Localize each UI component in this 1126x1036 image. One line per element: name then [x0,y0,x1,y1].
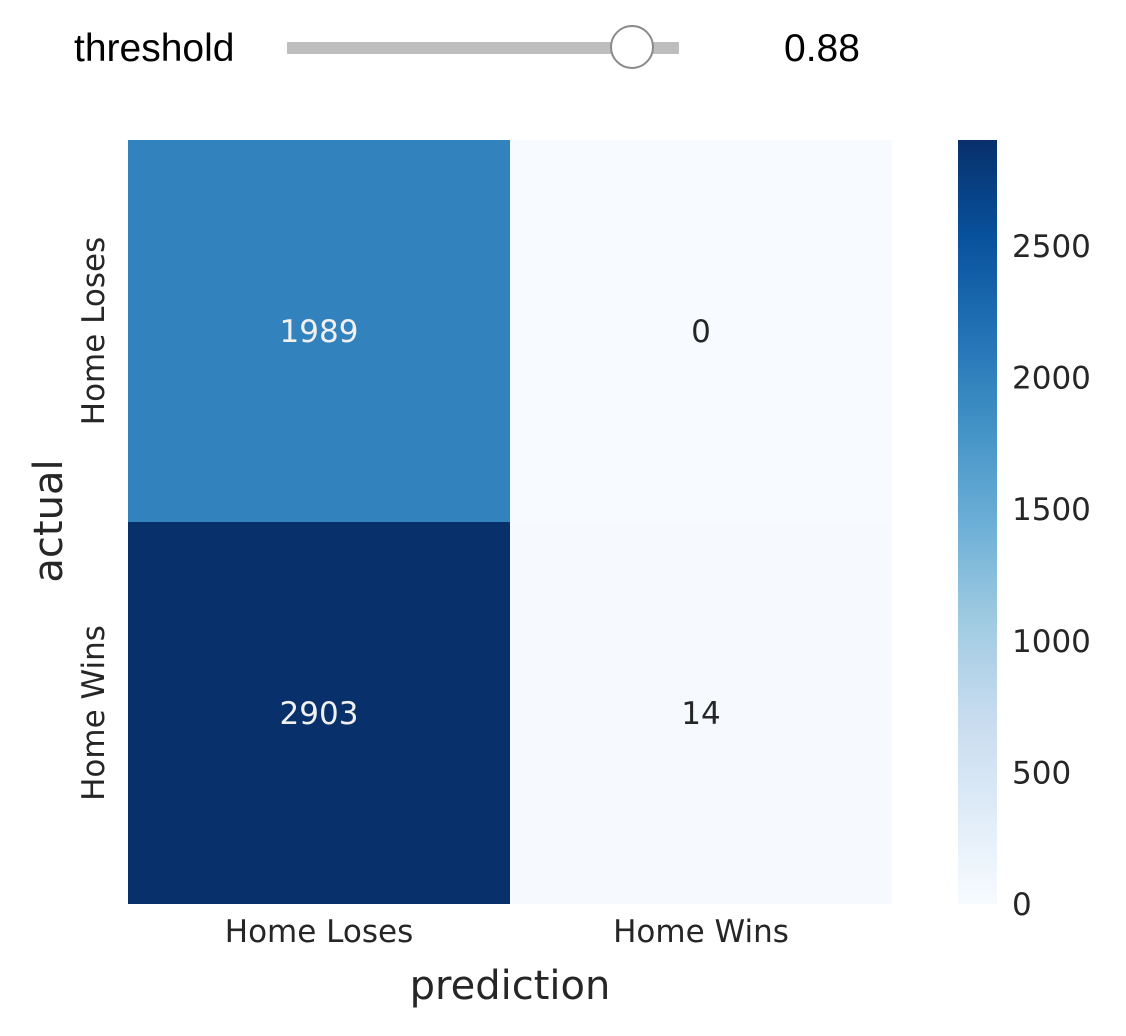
colorbar-tick-label: 500 [1012,755,1071,791]
heatmap-cell-annotation: 0 [691,314,711,350]
heatmap-cell [510,522,892,904]
x-axis-label: prediction [410,963,611,1009]
x-tick-label: Home Wins [613,914,789,950]
y-axis-label: actual [26,459,72,582]
colorbar [958,140,997,904]
heatmap-cell-annotation: 2903 [280,696,359,732]
x-tick-label: Home Loses [225,914,413,950]
threshold-slider-widget: threshold 0.88 [0,0,1126,100]
heatmap-cell [510,140,892,522]
threshold-label: threshold [74,27,235,70]
colorbar-tick-label: 2000 [1012,361,1091,397]
heatmap-cell-annotation: 1989 [280,314,359,350]
colorbar-tick-label: 1000 [1012,624,1091,660]
threshold-slider-track[interactable] [287,42,679,54]
heatmap-cell-annotations: 1989 0 2903 14 [280,314,721,732]
heatmap-cell [128,140,510,522]
colorbar-tick-label: 0 [1012,887,1032,923]
heatmap-cells [128,140,892,904]
colorbar-tick-label: 1500 [1012,492,1091,528]
threshold-slider-handle[interactable] [609,25,654,69]
x-axis-tick-labels: Home Loses Home Wins [225,914,789,950]
y-tick-label: Home Loses [76,237,112,425]
threshold-value: 0.88 [784,27,860,70]
heatmap-cell [128,522,510,904]
y-axis-tick-labels: Home Loses Home Wins [76,237,112,801]
y-tick-label: Home Wins [76,625,112,801]
colorbar-tick-label: 2500 [1012,229,1091,265]
heatmap-cell-annotation: 14 [681,696,720,732]
colorbar-ticks: 0 500 1000 1500 2000 2500 [1012,229,1091,923]
